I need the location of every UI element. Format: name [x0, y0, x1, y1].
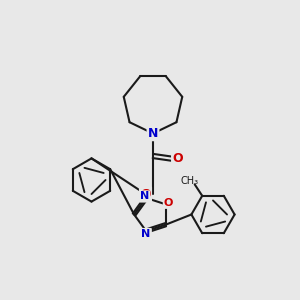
Text: O: O	[164, 198, 173, 208]
Text: CH₃: CH₃	[180, 176, 198, 186]
Text: N: N	[148, 127, 158, 140]
Text: N: N	[140, 191, 149, 202]
Text: O: O	[172, 152, 183, 166]
Text: O: O	[140, 188, 151, 201]
Text: N: N	[142, 229, 151, 239]
